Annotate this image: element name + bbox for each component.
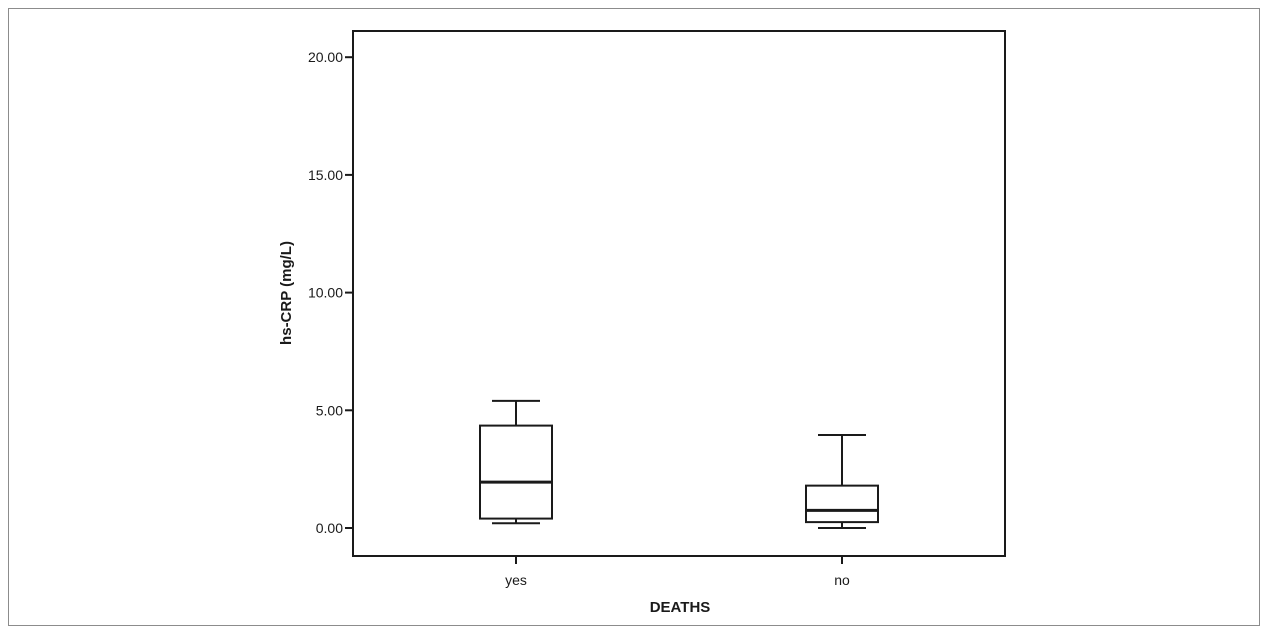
y-tick-label: 0.00	[316, 520, 343, 536]
x-tick-label: yes	[505, 572, 527, 588]
y-axis: 0.00 5.00 10.00 15.00 20.00	[308, 49, 353, 536]
box-no	[805, 434, 879, 529]
iqr-box	[479, 424, 553, 520]
plot-area	[352, 30, 1006, 557]
boxes	[479, 399, 879, 529]
y-tick-label: 20.00	[308, 49, 343, 65]
iqr-box	[805, 484, 879, 524]
figure-frame	[8, 8, 1260, 626]
x-axis: yes no	[505, 556, 850, 588]
y-tick-label: 10.00	[308, 285, 343, 301]
y-tick-label: 5.00	[316, 402, 343, 418]
y-tick-label: 15.00	[308, 167, 343, 183]
x-tick-label: no	[834, 572, 850, 588]
box-yes	[479, 399, 553, 525]
y-axis-title: hs-CRP (mg/L)	[278, 241, 295, 345]
x-axis-title: DEATHS	[650, 599, 711, 616]
